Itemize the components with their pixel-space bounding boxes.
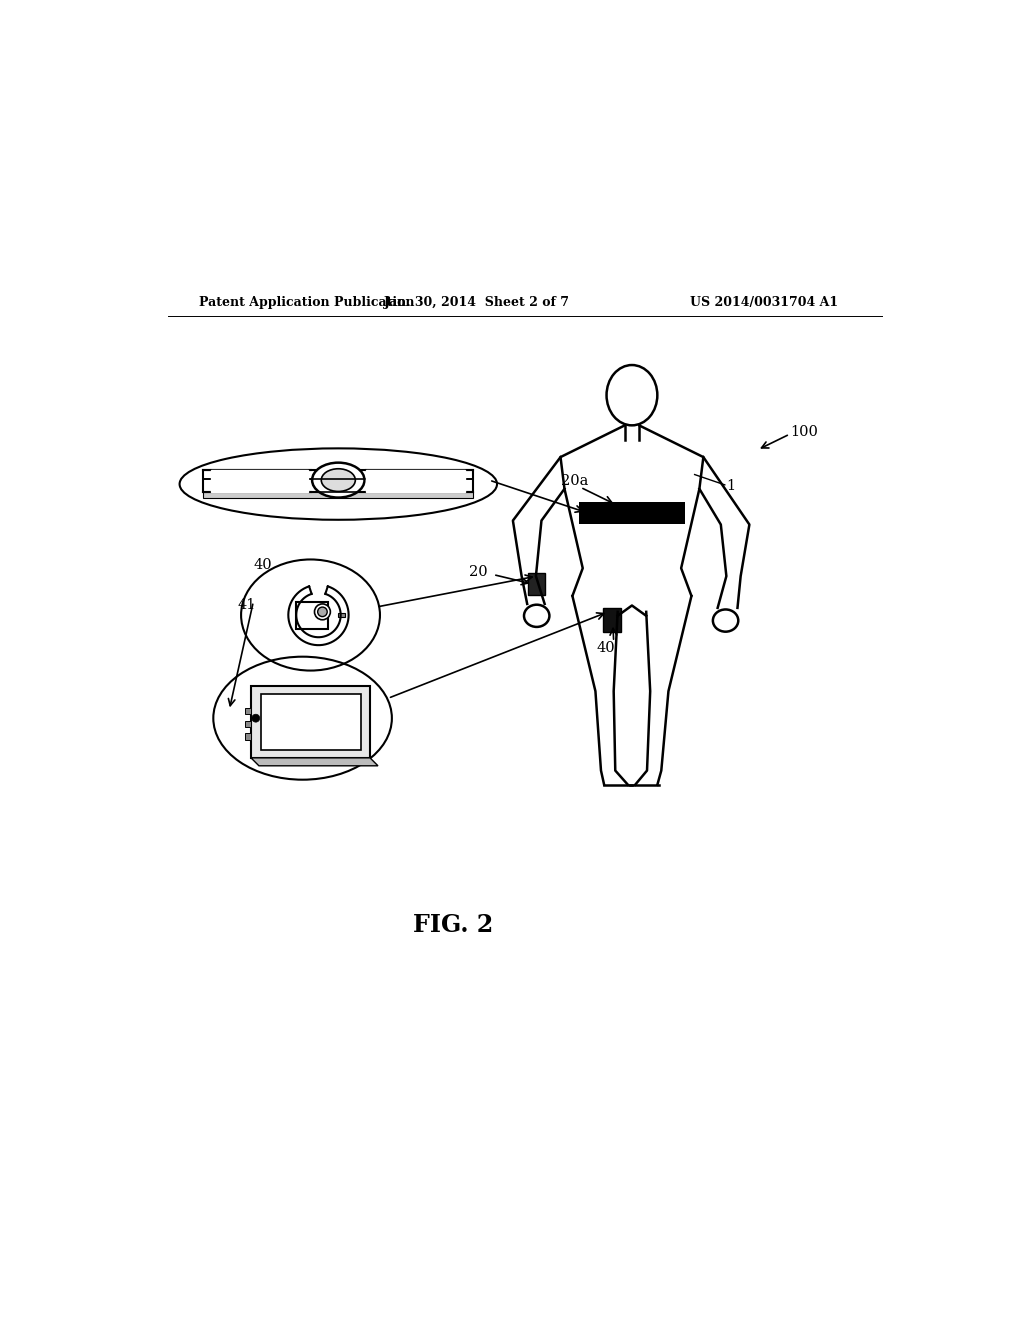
Text: FIG. 2: FIG. 2: [414, 912, 494, 936]
Text: Jan. 30, 2014  Sheet 2 of 7: Jan. 30, 2014 Sheet 2 of 7: [384, 296, 570, 309]
Bar: [603, 609, 621, 632]
Bar: [296, 602, 328, 630]
Text: 20a: 20a: [560, 474, 588, 488]
Bar: [245, 708, 251, 714]
Text: 100: 100: [791, 425, 818, 440]
Bar: [579, 502, 685, 524]
Bar: [204, 470, 473, 492]
Ellipse shape: [312, 462, 365, 498]
Ellipse shape: [317, 607, 328, 616]
Polygon shape: [251, 758, 378, 766]
Bar: [204, 492, 473, 499]
Polygon shape: [211, 470, 308, 492]
Ellipse shape: [314, 605, 331, 620]
Text: 40: 40: [596, 640, 614, 655]
Ellipse shape: [322, 469, 355, 491]
Text: US 2014/0031704 A1: US 2014/0031704 A1: [690, 296, 839, 309]
Text: 1: 1: [726, 479, 735, 494]
Bar: [528, 573, 546, 595]
Text: 41: 41: [238, 598, 256, 611]
Text: 40: 40: [253, 558, 272, 572]
Bar: [245, 734, 251, 739]
Bar: [260, 694, 360, 750]
Bar: [251, 686, 370, 758]
Text: Patent Application Publication: Patent Application Publication: [200, 296, 415, 309]
Text: 20: 20: [469, 565, 487, 579]
Bar: [245, 721, 251, 727]
Polygon shape: [367, 470, 465, 492]
Bar: [338, 612, 345, 618]
Circle shape: [252, 714, 260, 722]
